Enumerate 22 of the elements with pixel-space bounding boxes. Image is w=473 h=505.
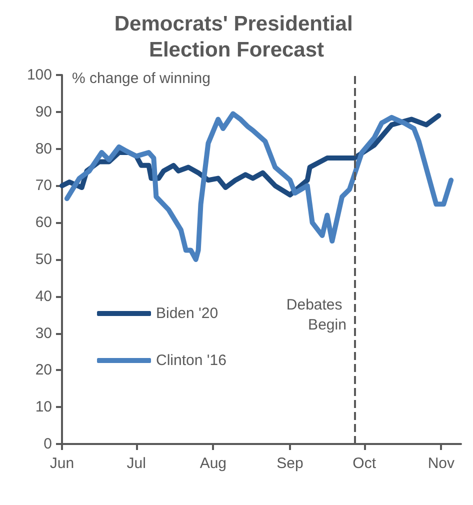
chart-title: Democrats' Presidential Election Forecast	[114, 12, 359, 62]
y-tick-label: 10	[35, 398, 52, 416]
y-tick-label: 30	[35, 324, 52, 342]
y-tick-label: 50	[35, 251, 52, 268]
x-tick-label: Aug	[200, 455, 227, 472]
x-tick-label: Sep	[276, 455, 304, 472]
x-tick-label: Jun	[50, 455, 74, 472]
y-tick-label: 90	[35, 103, 52, 120]
y-tick-label: 70	[35, 177, 52, 194]
y-tick-label: 80	[35, 140, 52, 158]
legend-label: Biden '20	[156, 305, 218, 322]
y-tick-label: 0	[44, 436, 52, 452]
ref-line-label: Debates Begin	[286, 296, 346, 334]
y-tick-label: 100	[26, 66, 52, 84]
x-tick-label: Oct	[352, 455, 377, 472]
x-tick-label: Nov	[428, 455, 456, 472]
y-axis-title: % change of winning	[72, 70, 210, 87]
x-tick-label: Jul	[126, 455, 146, 472]
y-tick-label: 40	[35, 288, 52, 305]
y-tick-label: 60	[35, 214, 52, 232]
legend-label: Clinton '16	[156, 352, 226, 369]
y-tick-label: 20	[35, 362, 52, 379]
